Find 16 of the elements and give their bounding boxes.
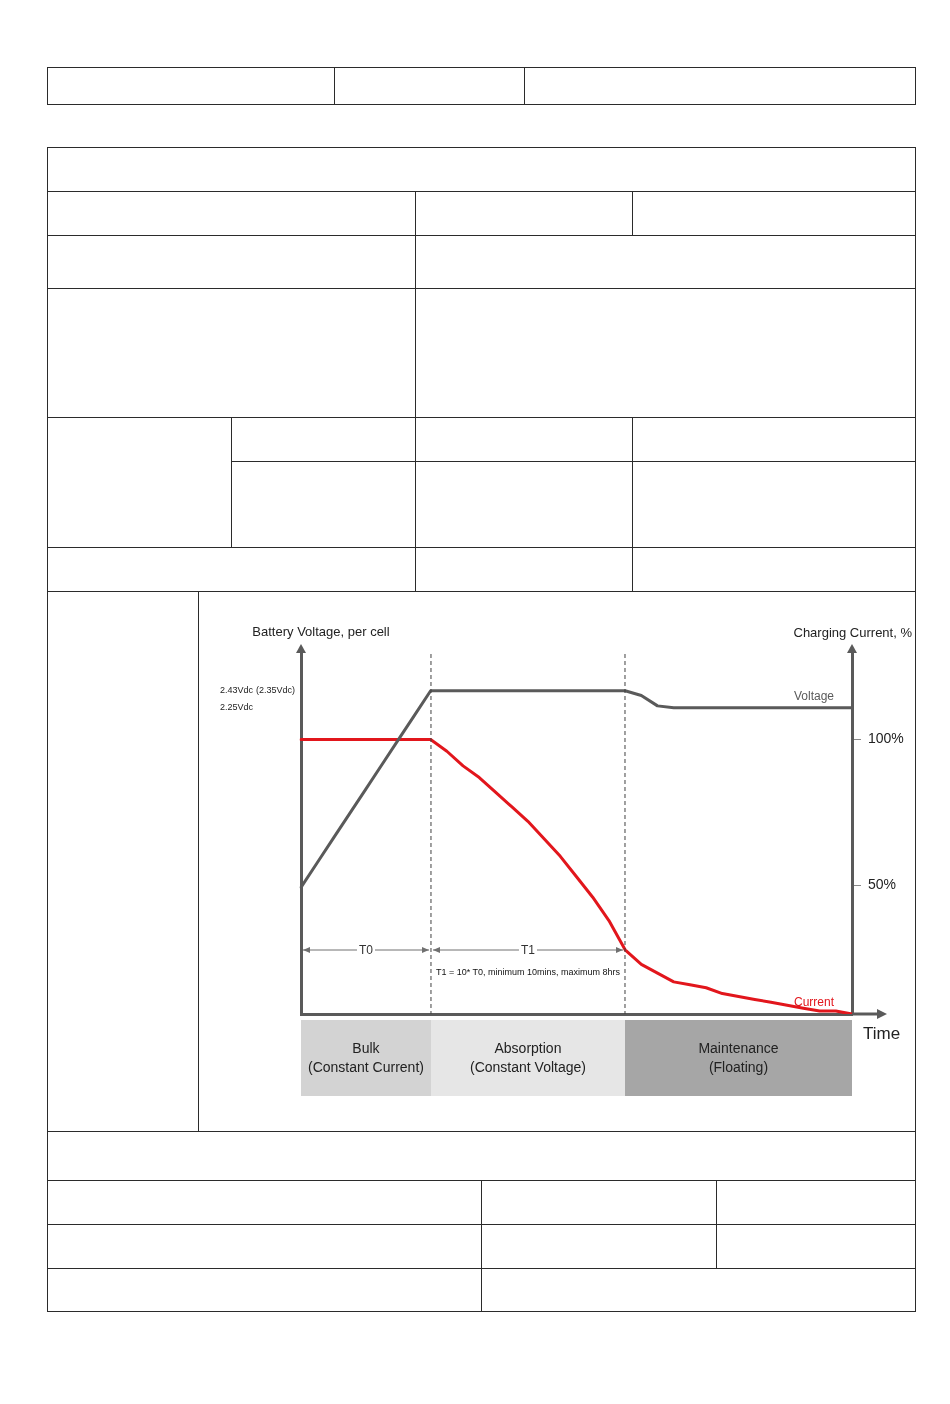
y2-tick-label: 50% <box>868 876 897 893</box>
y-tick-label: 2.43Vdc <box>219 685 254 696</box>
series-label: Voltage <box>793 689 835 704</box>
annotation: T1 <box>520 943 536 958</box>
y-tick-label: 2.25Vdc <box>219 702 254 713</box>
phase-box: Absorption (Constant Voltage) <box>430 1020 625 1096</box>
y2-axis-title: Charging Current, % <box>793 624 913 640</box>
phase-box: Bulk (Constant Current) <box>301 1020 431 1096</box>
annotation: T1 = 10* T0, minimum 10mins, maximum 8hrs <box>435 967 621 978</box>
text: (2.35Vdc) <box>256 685 296 696</box>
x-axis-title: Time <box>863 1023 901 1043</box>
annotation: T0 <box>358 943 374 958</box>
y-axis-title: Battery Voltage, per cell <box>252 623 390 639</box>
phase-box: Maintenance (Floating) <box>625 1020 852 1096</box>
series-label: Current <box>793 995 835 1010</box>
y2-tick-label: 100% <box>868 730 904 747</box>
